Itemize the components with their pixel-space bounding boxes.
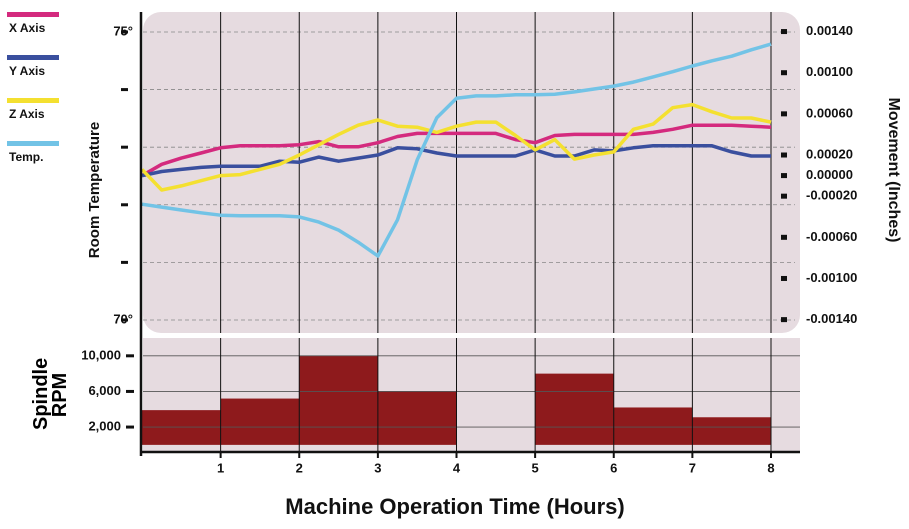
series-line [141, 42, 772, 258]
bar [220, 398, 300, 445]
bar [692, 417, 771, 445]
legend-label: Y Axis [9, 64, 45, 78]
x-tick-label: 4 [453, 460, 461, 475]
y-tick-label: 75° [113, 23, 133, 38]
y2-tick [781, 70, 787, 76]
legend-swatch [7, 12, 59, 17]
y2-tick-label: 0.00060 [806, 105, 853, 120]
y2-tick [781, 275, 787, 281]
y2-tick [781, 317, 787, 323]
y2-tick-label: 0.00100 [806, 64, 853, 79]
y2-tick [781, 29, 787, 35]
y2-tick [781, 152, 787, 158]
x-axis-label: Machine Operation Time (Hours) [285, 494, 624, 519]
y2-tick-label: 0.00000 [806, 167, 853, 182]
series-line [141, 123, 772, 178]
y2-tick [781, 234, 787, 240]
y-axis-label: Spindle RPM [30, 357, 71, 430]
y2-tick-label: -0.00020 [806, 188, 857, 203]
legend-swatch [7, 55, 59, 60]
bar [142, 410, 221, 445]
y-tick-label: 10,000 [81, 347, 121, 362]
y2-tick-label: -0.00140 [806, 311, 857, 326]
y2-axis-label: Movement (Inches) [885, 98, 902, 243]
y2-tick-label: -0.00060 [806, 229, 857, 244]
x-tick-label: 2 [296, 460, 303, 475]
bar [299, 355, 378, 445]
x-tick-label: 5 [532, 460, 539, 475]
y2-tick-label: -0.00100 [806, 270, 857, 285]
y-axis-label: Room Temperature [86, 122, 103, 258]
legend-swatch [7, 141, 59, 146]
x-tick-label: 3 [374, 460, 381, 475]
y-tick-label: 2,000 [88, 419, 121, 434]
legend-label: Temp. [9, 150, 43, 164]
y2-tick [781, 173, 787, 179]
x-tick-label: 8 [767, 460, 774, 475]
y2-tick-label: 0.00140 [806, 23, 853, 38]
x-tick-label: 7 [689, 460, 696, 475]
bar [377, 391, 457, 445]
y2-tick-label: 0.00020 [806, 146, 853, 161]
y-tick-label: 6,000 [88, 383, 121, 398]
bar [613, 407, 693, 445]
legend-label: Z Axis [9, 107, 45, 121]
rpm-label-box: Spindle RPM [6, 350, 96, 440]
y2-tick [781, 193, 787, 199]
y2-tick [781, 111, 787, 117]
legend-label: X Axis [9, 21, 46, 35]
legend-swatch [7, 98, 59, 103]
bar [535, 373, 614, 445]
upper-plot-background [143, 12, 800, 333]
x-tick-label: 1 [217, 460, 224, 475]
series-line [141, 144, 771, 178]
x-tick-label: 6 [610, 460, 617, 475]
series-line [140, 102, 772, 192]
y-tick-label: 70° [113, 311, 133, 326]
